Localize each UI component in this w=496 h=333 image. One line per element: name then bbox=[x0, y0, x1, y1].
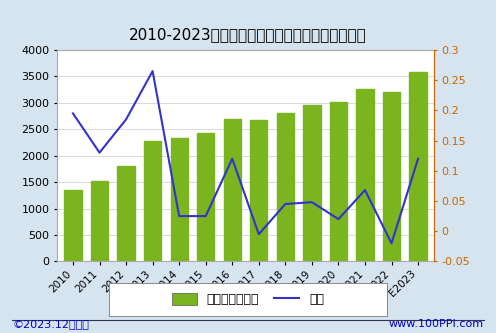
Bar bbox=[224, 119, 241, 261]
Bar bbox=[330, 102, 347, 261]
Bar bbox=[91, 181, 108, 261]
Bar bbox=[64, 190, 82, 261]
Text: www.100PPI.com: www.100PPI.com bbox=[388, 319, 484, 329]
Bar bbox=[277, 113, 294, 261]
Bar bbox=[197, 134, 214, 261]
Bar bbox=[303, 106, 320, 261]
Text: ©2023.12生意社: ©2023.12生意社 bbox=[12, 319, 89, 329]
Text: 2010-2023年中国不锈钢产量情况（单位：万吨）: 2010-2023年中国不锈钢产量情况（单位：万吨） bbox=[129, 27, 367, 43]
Legend: 不锈钙粗钙产量, 增速: 不锈钙粗钙产量, 增速 bbox=[167, 288, 329, 311]
Bar bbox=[144, 141, 161, 261]
Bar bbox=[118, 166, 135, 261]
Bar bbox=[171, 138, 188, 261]
Bar bbox=[409, 72, 427, 261]
Bar bbox=[356, 89, 373, 261]
Bar bbox=[250, 120, 267, 261]
Bar bbox=[383, 92, 400, 261]
